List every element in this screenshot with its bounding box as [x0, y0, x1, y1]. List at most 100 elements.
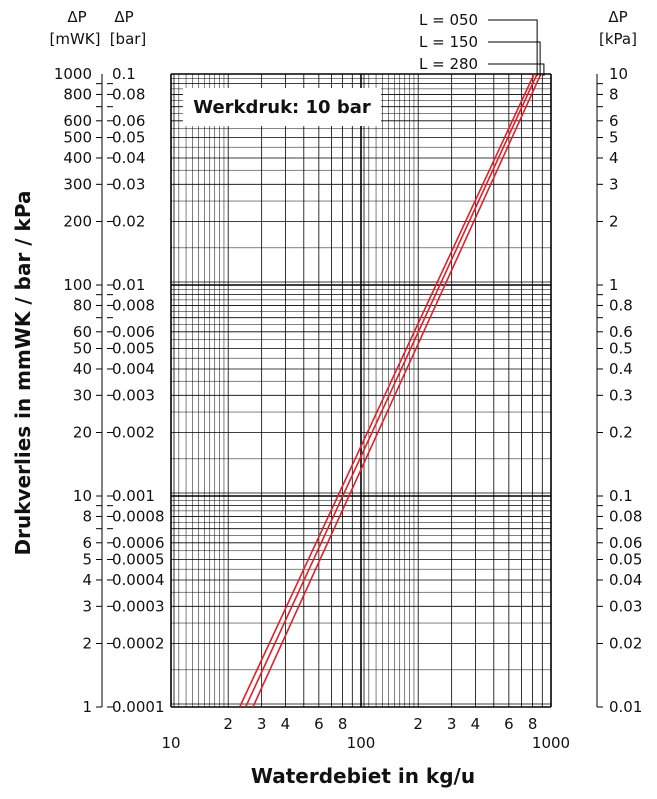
x-tick-label: 6 [504, 715, 514, 733]
y-tick-label-kpa: 8 [609, 85, 619, 103]
header-mwk-symbol: ΔP [67, 8, 86, 26]
y-tick-label-bar: 0.005 [112, 340, 155, 358]
y-tick-label-kpa: 5 [609, 129, 619, 147]
y-tick-label-kpa: 0.8 [609, 296, 633, 314]
y-tick-label-bar: 0.0005 [112, 551, 165, 569]
y-tick-label-mwk: 20 [73, 423, 92, 441]
legend-leader [488, 41, 541, 76]
header-bar-symbol: ΔP [114, 8, 133, 26]
y-tick-label-mwk: 8 [82, 507, 92, 525]
y-tick-label-bar: 0.0006 [112, 534, 165, 552]
y-tick-label-kpa: 0.05 [609, 551, 642, 569]
y-tick-label-bar: 0.06 [112, 112, 145, 130]
y-tick-label-bar: 0.02 [112, 212, 145, 230]
y-tick-label-kpa: 0.06 [609, 534, 642, 552]
x-tick-label: 8 [338, 715, 348, 733]
x-tick-label: 100 [347, 734, 376, 752]
y-tick-label-mwk: 50 [73, 340, 92, 358]
header-kpa-unit: [kPa] [599, 30, 637, 48]
x-tick-label: 6 [314, 715, 324, 733]
y-tick-label-kpa: 0.4 [609, 360, 633, 378]
y-tick-label-kpa: 2 [609, 212, 619, 230]
series-line [244, 73, 538, 708]
y-tick-label-bar: 0.006 [112, 323, 155, 341]
y-tick-label-kpa: 0.04 [609, 571, 642, 589]
series-line [252, 73, 542, 708]
x-axis-title: Waterdebiet in kg/u [251, 764, 475, 788]
y-tick-label-mwk: 200 [63, 212, 92, 230]
y-tick-label-kpa: 0.5 [609, 340, 633, 358]
y-tick-label-bar: 0.004 [112, 360, 155, 378]
x-tick-label: 4 [281, 715, 291, 733]
y-tick-label-mwk: 6 [82, 534, 92, 552]
y-tick-label-kpa: 0.2 [609, 423, 633, 441]
y-axis-title: Drukverlies in mmWK / bar / kPa [11, 191, 35, 556]
y-tick-label-mwk: 800 [63, 85, 92, 103]
y-tick-label-kpa: 6 [609, 112, 619, 130]
x-tick-label: 3 [447, 715, 457, 733]
y-tick-label-bar: 0.05 [112, 129, 145, 147]
y-tick-label-mwk: 2 [82, 634, 92, 652]
y-tick-label-mwk: 4 [82, 571, 92, 589]
y-tick-label-bar: 0.04 [112, 149, 145, 167]
y-tick-label-mwk: 5 [82, 551, 92, 569]
legend-label: L = 150 [419, 33, 478, 51]
y-tick-label-mwk: 500 [63, 129, 92, 147]
x-tick-label: 10 [161, 734, 180, 752]
header-mwk-unit: [mWK] [50, 30, 101, 48]
y-tick-label-bar: 0.0001 [112, 698, 165, 716]
y-tick-label-kpa: 0.08 [609, 507, 642, 525]
y-axis-bar: 0.1 0.08 0.060.05 0.04 0.03 0.02 0.01 0.008 0.00… [107, 65, 165, 716]
x-tick-label: 1000 [532, 734, 570, 752]
header-kpa-symbol: ΔP [608, 8, 627, 26]
y-tick-label-mwk: 60 [73, 323, 92, 341]
annotation-box: Werkdruk: 10 bar [183, 88, 381, 126]
annotation-text: Werkdruk: 10 bar [193, 97, 371, 118]
y-tick-label-kpa: 0.01 [609, 698, 642, 716]
y-tick-label-bar: 0.1 [112, 65, 136, 83]
y-tick-label-bar: 0.03 [112, 175, 145, 193]
y-tick-label-bar: 0.0003 [112, 597, 165, 615]
y-tick-label-bar: 0.002 [112, 423, 155, 441]
series-lines [239, 73, 542, 708]
x-tick-label: 2 [413, 715, 423, 733]
y-tick-label-bar: 0.0002 [112, 634, 165, 652]
y-tick-label-kpa: 3 [609, 175, 619, 193]
y-axis-kpa: 1086543210.80.60.50.40.30.20.10.080.060.… [596, 65, 642, 716]
grid-lines [170, 73, 552, 708]
legend-leader [488, 19, 538, 76]
y-tick-label-kpa: 0.3 [609, 386, 633, 404]
legend-leader [488, 63, 545, 76]
y-tick-label-kpa: 1 [609, 276, 619, 294]
y-tick-label-bar: 0.08 [112, 85, 145, 103]
series-line [239, 73, 535, 708]
y-tick-label-bar: 0.008 [112, 296, 155, 314]
y-tick-label-mwk: 300 [63, 175, 92, 193]
y-tick-label-bar: 0.0008 [112, 507, 165, 525]
y-tick-label-mwk: 3 [82, 597, 92, 615]
y-tick-label-kpa: 0.03 [609, 597, 642, 615]
y-tick-label-bar: 0.003 [112, 386, 155, 404]
header-bar-unit: [bar] [110, 30, 147, 48]
x-tick-label: 8 [528, 715, 538, 733]
legend-label: L = 050 [419, 11, 478, 29]
x-tick-label: 4 [471, 715, 481, 733]
y-tick-label-mwk: 1000 [54, 65, 92, 83]
y-tick-label-mwk: 30 [73, 386, 92, 404]
y-tick-label-mwk: 80 [73, 296, 92, 314]
x-tick-label: 2 [223, 715, 233, 733]
y-tick-label-kpa: 0.02 [609, 634, 642, 652]
y-tick-label-kpa: 4 [609, 149, 619, 167]
y-tick-label-mwk: 100 [63, 276, 92, 294]
y-tick-label-kpa: 0.6 [609, 323, 633, 341]
headers: ΔP [mWK] ΔP [bar] ΔP [kPa] [50, 8, 637, 48]
y-tick-label-kpa: 10 [609, 65, 628, 83]
x-tick-label: 3 [257, 715, 267, 733]
y-tick-label-mwk: 40 [73, 360, 92, 378]
y-tick-label-mwk: 400 [63, 149, 92, 167]
y-tick-label-mwk: 10 [73, 487, 92, 505]
y-tick-label-bar: 0.01 [112, 276, 145, 294]
y-tick-label-mwk: 600 [63, 112, 92, 130]
